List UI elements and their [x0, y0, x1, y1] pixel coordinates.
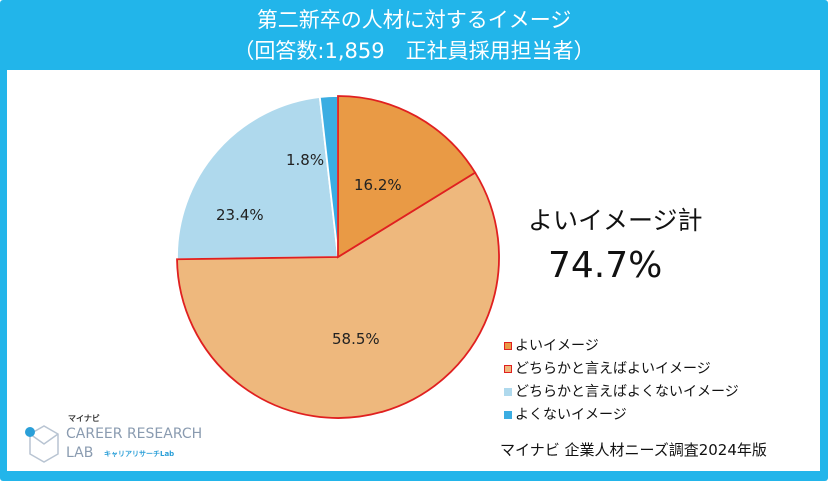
summary-label: よいイメージ計: [528, 206, 703, 235]
legend-swatch: [504, 365, 512, 373]
source-note: マイナビ 企業人材ニーズ調査2024年版: [500, 441, 767, 459]
legend-label: よくないイメージ: [515, 407, 627, 423]
pie-slice-2: [176, 96, 340, 261]
pie-slice-0: [337, 95, 477, 259]
logo-line2: LAB: [66, 445, 94, 461]
legend-label: どちらかと言えばよいイメージ: [515, 361, 711, 377]
legend-swatch: [504, 411, 512, 419]
legend-label: よいイメージ: [515, 338, 599, 354]
chart-title: 第二新卒の人材に対するイメージ: [256, 8, 572, 32]
chart-subtitle: （回答数:1,859 正社員採用担当者）: [233, 39, 595, 63]
data-label-3: 1.8%: [286, 151, 325, 169]
legend-label: どちらかと言えばよくないイメージ: [515, 384, 739, 400]
data-label-1: 58.5%: [332, 330, 380, 348]
pie-slice-1: [176, 171, 500, 419]
legend-item-1: どちらかと言えばよいイメージ: [504, 360, 711, 378]
logo-icon: [25, 425, 59, 463]
legend-swatch: [504, 342, 512, 350]
logo-brand: マイナビ: [68, 414, 100, 423]
summary-value: 74.7%: [548, 245, 663, 286]
logo-sub: キャリアリサーチLab: [104, 450, 175, 458]
legend-item-2: どちらかと言えばよくないイメージ: [504, 383, 739, 401]
legend-swatch: [504, 388, 512, 396]
data-label-2: 23.4%: [216, 206, 264, 224]
legend-item-0: よいイメージ: [504, 337, 599, 355]
legend-item-3: よくないイメージ: [504, 406, 627, 424]
data-label-0: 16.2%: [354, 176, 402, 194]
logo-line1: CAREER RESEARCH: [66, 426, 203, 442]
